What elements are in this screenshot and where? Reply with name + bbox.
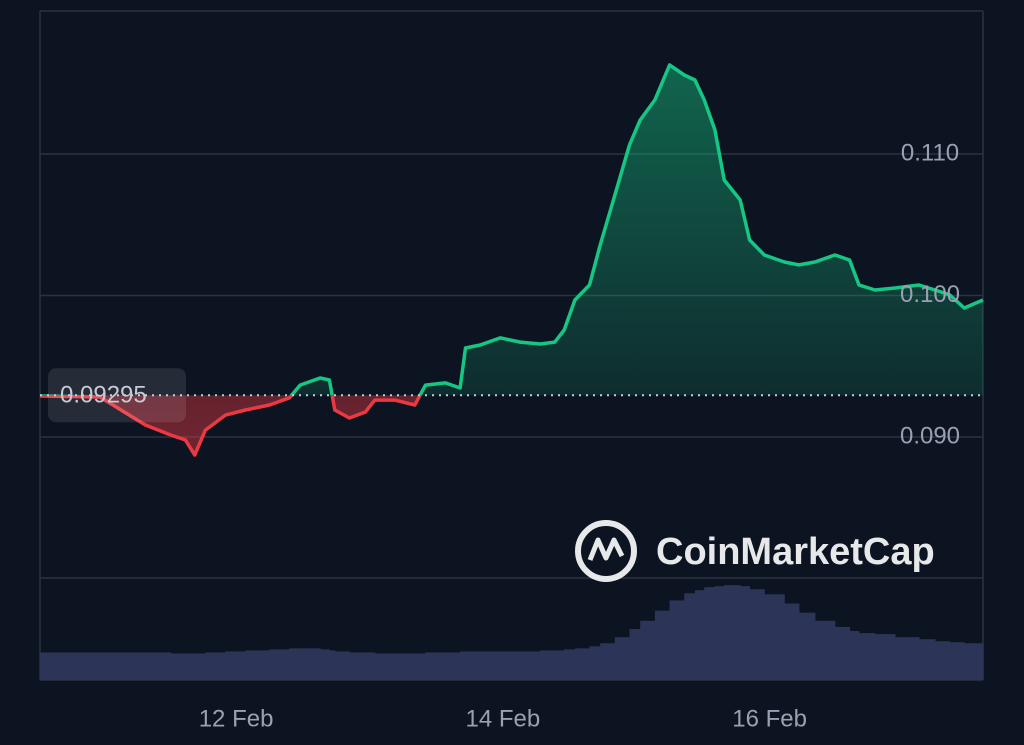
volume-bar — [704, 587, 716, 680]
volume-bar — [445, 652, 461, 680]
labels: 0.090 0.100 0.110 12 Feb 14 Feb 16 Feb 0.09295 — [48, 139, 960, 732]
volume — [40, 585, 984, 680]
volume-bar — [934, 641, 951, 680]
volume-bar — [749, 589, 765, 680]
volume-bar — [170, 653, 186, 680]
volume-bar — [329, 650, 336, 680]
volume-bar — [574, 648, 591, 680]
volume-bar — [714, 586, 725, 680]
volume-bar — [669, 600, 685, 680]
volume-bar — [269, 649, 290, 680]
x-tick-label: 16 Feb — [732, 705, 807, 732]
volume-bar — [589, 646, 601, 680]
baseline-label: 0.09295 — [60, 382, 147, 409]
volume-bar — [849, 631, 860, 680]
volume-bar — [983, 644, 984, 680]
y-tick-label: 0.110 — [901, 139, 959, 166]
volume-bar — [289, 648, 301, 680]
volume-bar — [194, 653, 206, 680]
volume-bar — [394, 653, 416, 680]
volume-bar — [949, 642, 965, 680]
volume-bar — [425, 652, 446, 680]
volume-bar — [374, 653, 396, 680]
volume-bar — [564, 649, 576, 680]
area-down — [40, 395, 983, 455]
volume-bar — [834, 626, 851, 680]
volume-bar — [414, 653, 426, 680]
volume-bar — [629, 629, 641, 680]
plot — [39, 63, 984, 457]
volume-bar — [764, 594, 785, 680]
watermark: CoinMarketCap — [575, 520, 935, 582]
volume-bar — [465, 651, 481, 680]
area-up — [291, 65, 983, 396]
volume-bar — [784, 603, 800, 680]
baseline-label-box — [48, 368, 186, 423]
volume-bar — [320, 649, 330, 680]
volume-bar — [500, 651, 521, 680]
volume-bar — [724, 585, 741, 680]
volume-bar — [100, 652, 146, 680]
volume-bar — [918, 639, 936, 680]
volume-bar — [460, 651, 466, 680]
x-tick-label: 12 Feb — [199, 705, 274, 732]
volume-bar — [614, 637, 631, 680]
volume-bar — [205, 652, 226, 680]
volume-bar — [894, 637, 920, 680]
y-tick-label: 0.100 — [900, 281, 960, 308]
volume-bar — [480, 651, 501, 680]
volume-bar — [684, 593, 696, 680]
volume-bar — [600, 643, 616, 680]
volume-bar — [185, 653, 196, 680]
price-line-down — [39, 395, 423, 457]
volume-bar — [40, 652, 101, 680]
volume-bar — [694, 590, 705, 680]
volume-bar — [964, 643, 984, 680]
volume-bar — [540, 650, 556, 680]
volume-bar — [814, 620, 836, 680]
volume-bar — [245, 650, 270, 680]
volume-bar — [300, 648, 321, 680]
y-tick-label: 0.090 — [900, 422, 960, 449]
volume-bar — [225, 651, 246, 680]
volume-bar — [740, 586, 751, 680]
volume-bar — [349, 652, 366, 680]
x-tick-label: 14 Feb — [465, 705, 540, 732]
volume-bar — [145, 652, 172, 680]
volume-bar — [640, 620, 656, 680]
volume-bar — [654, 610, 671, 680]
volume-bar — [520, 651, 541, 680]
volume-bar — [858, 633, 876, 680]
watermark-text: CoinMarketCap — [656, 531, 935, 573]
volume-bar — [365, 652, 376, 680]
volume-bar — [798, 612, 816, 680]
volume-bar — [874, 634, 896, 680]
price-line-up — [40, 63, 984, 396]
volume-bar — [554, 650, 565, 680]
volume-bar — [334, 651, 350, 680]
